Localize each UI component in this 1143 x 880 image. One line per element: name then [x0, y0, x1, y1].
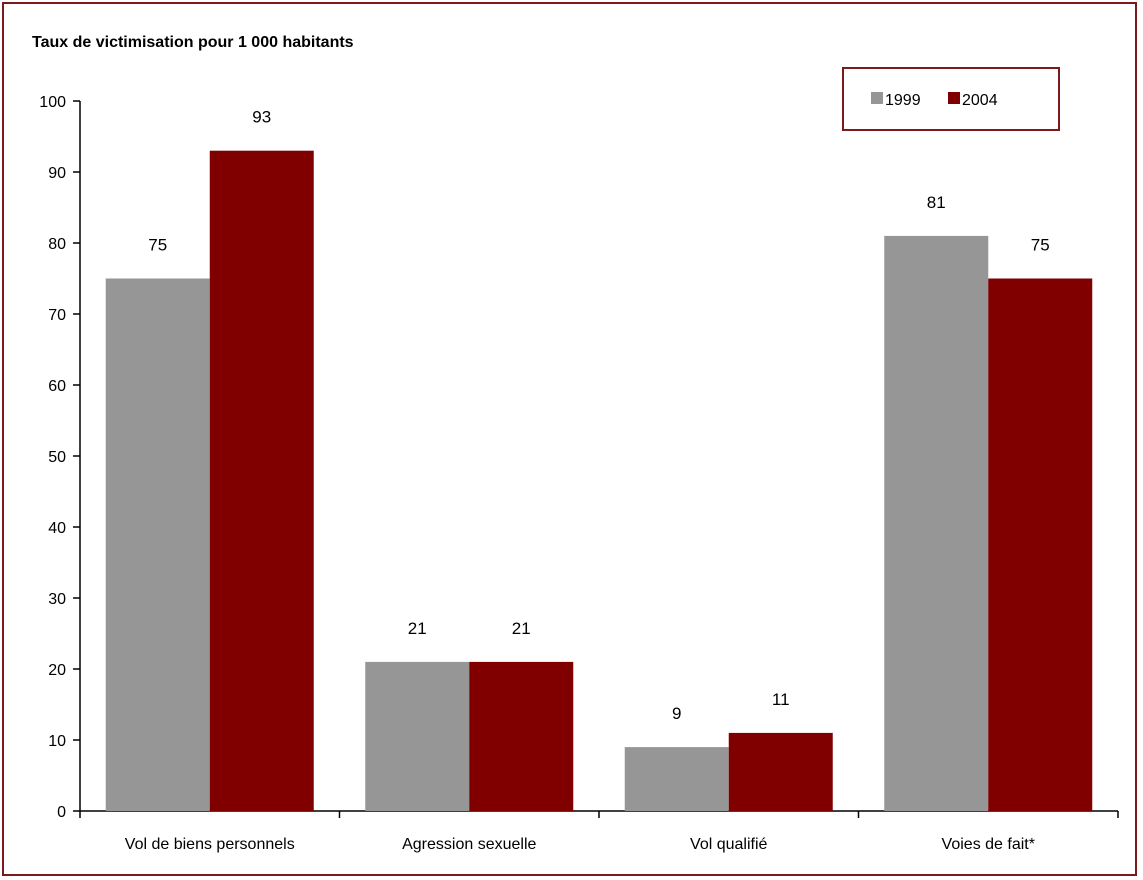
bar-1999-1 — [365, 661, 470, 811]
chart-axes: 0 10 20 30 40 50 60 70 80 90 100 — [39, 94, 1119, 821]
category-label: Vol qualifié — [690, 836, 767, 853]
y-tick-label: 80 — [48, 236, 66, 253]
legend-label: 1999 — [885, 92, 921, 109]
y-tick-label: 70 — [48, 307, 66, 324]
legend-label: 2004 — [962, 92, 998, 109]
bar-2004-3 — [988, 278, 1093, 811]
y-tick-label: 40 — [48, 520, 66, 537]
data-label: 11 — [772, 690, 790, 709]
y-tick-label: 30 — [48, 591, 66, 608]
data-label: 81 — [927, 193, 946, 212]
bar-1999-0 — [105, 278, 210, 811]
bar-1999-3 — [884, 235, 989, 811]
chart-title: Taux de victimisation pour 1 000 habitan… — [32, 34, 354, 51]
data-label: 75 — [1031, 236, 1050, 255]
chart-bars — [105, 150, 1093, 811]
y-tick-label: 20 — [48, 662, 66, 679]
bar-2004-2 — [728, 732, 833, 811]
data-label: 21 — [512, 619, 531, 638]
y-tick-label: 100 — [39, 94, 66, 111]
bar-2004-1 — [469, 661, 574, 811]
data-label: 75 — [148, 236, 167, 255]
y-tick-label: 0 — [57, 804, 66, 821]
bar-1999-2 — [624, 747, 729, 811]
legend-swatch-2004 — [948, 92, 960, 104]
data-label: 9 — [672, 704, 681, 723]
chart-legend: 1999 2004 — [842, 67, 1060, 131]
category-label: Voies de fait* — [942, 836, 1035, 853]
legend-swatch-1999 — [871, 92, 883, 104]
bar-2004-0 — [209, 150, 314, 811]
data-label: 21 — [408, 619, 427, 638]
y-tick-label: 90 — [48, 165, 66, 182]
chart-labels: 75 93 Vol de biens personnels 21 21 Agression… — [125, 108, 1050, 853]
category-label: Vol de biens personnels — [125, 836, 295, 853]
y-tick-label: 10 — [48, 733, 66, 750]
category-label: Agression sexuelle — [402, 836, 536, 853]
data-label: 93 — [252, 108, 271, 127]
y-tick-label: 50 — [48, 449, 66, 466]
y-tick-label: 60 — [48, 378, 66, 395]
